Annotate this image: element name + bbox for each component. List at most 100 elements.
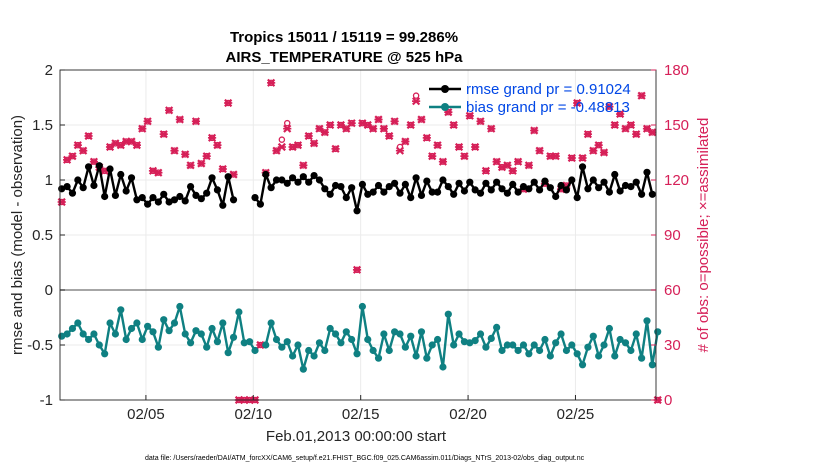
bias-point xyxy=(482,343,490,351)
ticks: -1 -0.5 0 0.5 1 1.5 2 0 30 60 90 120 150 180 02/05 02/1… xyxy=(27,62,689,423)
rmse-point xyxy=(514,188,522,196)
rmse-point xyxy=(503,189,511,197)
bias-point xyxy=(407,332,415,340)
bias-point xyxy=(101,350,109,358)
obs-assimilated-point xyxy=(138,124,147,133)
rmse-point xyxy=(611,170,619,179)
rmse-point xyxy=(203,189,211,197)
bias-point xyxy=(224,349,232,357)
rmse-point xyxy=(535,186,544,194)
x-tick-label: 02/05 xyxy=(127,406,165,423)
rmse-point xyxy=(299,173,307,181)
rmse-point xyxy=(380,188,388,196)
rmse-point xyxy=(294,178,302,186)
bias-point xyxy=(106,319,114,327)
obs-assimilated-point xyxy=(132,141,141,150)
rmse-point xyxy=(552,192,560,201)
y-right-tick-label: 30 xyxy=(664,337,681,354)
bias-point xyxy=(643,317,651,325)
bias-point xyxy=(213,338,222,346)
obs-assimilated-point xyxy=(218,164,227,174)
bias-point xyxy=(74,319,82,327)
rmse-point xyxy=(90,181,98,190)
obs-assimilated-point xyxy=(170,146,179,155)
obs-assimilated-point xyxy=(476,117,485,126)
bias-point xyxy=(117,306,125,314)
bias-point xyxy=(326,324,334,333)
obs-assimilated-point xyxy=(535,146,544,155)
bias-point xyxy=(170,319,179,327)
obs-assimilated-point xyxy=(202,152,211,161)
bias-point xyxy=(68,324,77,333)
rmse-point xyxy=(289,174,297,182)
bias-point xyxy=(535,346,544,355)
y-left-tick-label: -1 xyxy=(40,392,53,409)
obs-assimilated-point xyxy=(599,148,609,157)
obs-assimilated-point xyxy=(299,161,308,170)
rmse-point xyxy=(321,185,329,193)
bias-point xyxy=(595,352,603,360)
bias-point xyxy=(385,346,393,355)
bias-point xyxy=(144,322,152,330)
rmse-point xyxy=(509,180,517,188)
bias-point xyxy=(444,310,452,318)
rmse-point xyxy=(600,178,608,186)
x-tick-label: 02/10 xyxy=(235,406,273,423)
rmse-point xyxy=(63,183,71,191)
bias-point xyxy=(84,335,93,344)
obs-possible-point xyxy=(278,136,286,143)
bias-point xyxy=(310,352,318,360)
x-tick-label: 02/15 xyxy=(342,406,380,423)
bias-point xyxy=(369,346,377,355)
bias-point xyxy=(219,319,227,327)
rmse-point xyxy=(482,179,490,187)
rmse-point xyxy=(621,181,630,190)
obs-assimilated-point xyxy=(207,133,217,142)
bias-point xyxy=(262,341,270,349)
rmse-point xyxy=(428,188,436,196)
rmse-point xyxy=(374,181,383,190)
y-right-tick-label: 90 xyxy=(664,227,681,244)
bias-point xyxy=(251,346,259,355)
obs-assimilated-point xyxy=(369,124,378,133)
bias-point xyxy=(299,365,307,373)
obs-assimilated-point xyxy=(320,128,329,137)
x-axis-label: Feb.01,2013 00:00:00 start xyxy=(266,428,447,445)
obs-assimilated-point xyxy=(283,124,292,133)
y-axis-left-label: rmse and bias (model - observation) xyxy=(9,115,26,355)
bias-point xyxy=(546,352,554,360)
obs-assimilated-point xyxy=(573,98,582,108)
rmse-point xyxy=(342,194,350,202)
bias-point xyxy=(63,330,71,338)
y-left-tick-label: 0 xyxy=(45,282,53,299)
obs-assimilated-point xyxy=(213,141,222,150)
rmse-point xyxy=(487,186,495,194)
obs-assimilated-point xyxy=(385,131,394,141)
legend: rmse grand pr = 0.91024 bias grand pr = … xyxy=(429,81,631,116)
bias-point xyxy=(364,335,372,344)
bias-point xyxy=(122,335,130,344)
bias-point xyxy=(638,354,646,362)
bias-point xyxy=(294,341,302,349)
obs-assimilated-point xyxy=(165,106,174,115)
obs-assimilated-point xyxy=(508,166,517,175)
obs-assimilated-point xyxy=(331,144,340,153)
obs-assimilated-point xyxy=(304,131,313,141)
bias-point xyxy=(246,338,254,346)
bias-point xyxy=(530,341,538,349)
rmse-point xyxy=(267,184,275,192)
bias-point xyxy=(600,341,608,349)
rmse-point xyxy=(138,194,146,202)
bias-point xyxy=(337,339,345,347)
rmse-point xyxy=(213,186,222,194)
obs-assimilated-point xyxy=(632,130,641,139)
bias-point xyxy=(557,330,565,338)
rmse-point xyxy=(391,179,399,187)
rmse-point xyxy=(638,190,646,198)
bias-point xyxy=(605,324,613,333)
rmse-point xyxy=(186,183,195,191)
obs-assimilated-point xyxy=(449,120,458,130)
rmse-point xyxy=(584,185,592,193)
bias-point xyxy=(471,337,479,345)
obs-assimilated-point xyxy=(57,197,66,207)
